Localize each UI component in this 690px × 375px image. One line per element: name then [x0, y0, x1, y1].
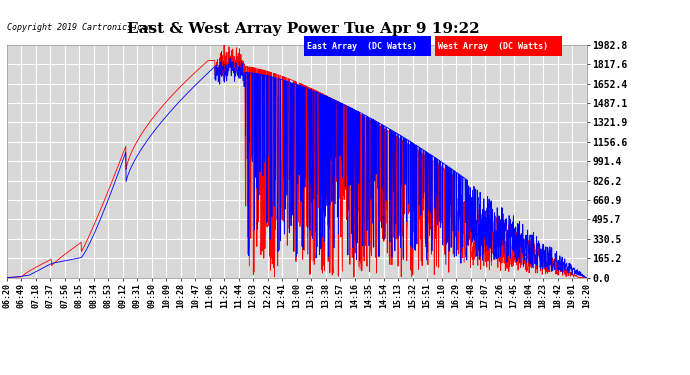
Text: East Array  (DC Watts): East Array (DC Watts) — [307, 42, 417, 51]
Text: Copyright 2019 Cartronics.com: Copyright 2019 Cartronics.com — [7, 22, 152, 32]
Text: East & West Array Power Tue Apr 9 19:22: East & West Array Power Tue Apr 9 19:22 — [127, 22, 480, 36]
Text: West Array  (DC Watts): West Array (DC Watts) — [438, 42, 548, 51]
